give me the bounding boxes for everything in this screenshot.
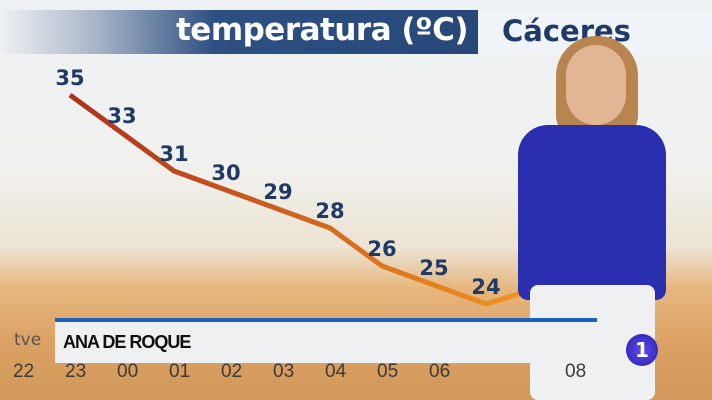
- chart-title: temperatura (ºC): [175, 12, 469, 48]
- data-label: 29: [263, 180, 292, 204]
- x-tick-label: 03: [273, 361, 295, 382]
- x-tick-label: 04: [325, 361, 347, 382]
- x-tick-label: 08: [565, 361, 587, 382]
- presenter-body: [518, 125, 666, 300]
- data-label: 26: [367, 237, 396, 261]
- data-label: 31: [159, 142, 188, 166]
- presenter-name: ANA DE ROQUE: [63, 332, 191, 352]
- x-tick-label: 01: [169, 361, 191, 382]
- x-tick-label: 06: [429, 361, 451, 382]
- data-label: 30: [211, 161, 240, 185]
- data-label: 35: [55, 66, 84, 90]
- x-tick-label: 00: [117, 361, 139, 382]
- x-tick-label: 23: [65, 361, 87, 382]
- tve-logo: tve: [14, 330, 42, 350]
- x-tick-label: 02: [221, 361, 243, 382]
- data-label: 28: [315, 199, 344, 223]
- la1-logo: 1: [626, 334, 658, 366]
- x-tick-label: 05: [377, 361, 399, 382]
- data-label: 25: [419, 256, 448, 280]
- presenter-face: [566, 45, 626, 125]
- temperature-line: [68, 92, 549, 307]
- title-bar: temperatura (ºC): [0, 10, 478, 54]
- data-label: 33: [107, 104, 136, 128]
- x-tick-label: 22: [13, 361, 35, 382]
- lower-third: ANA DE ROQUE: [55, 318, 597, 363]
- data-label: 24: [471, 275, 500, 299]
